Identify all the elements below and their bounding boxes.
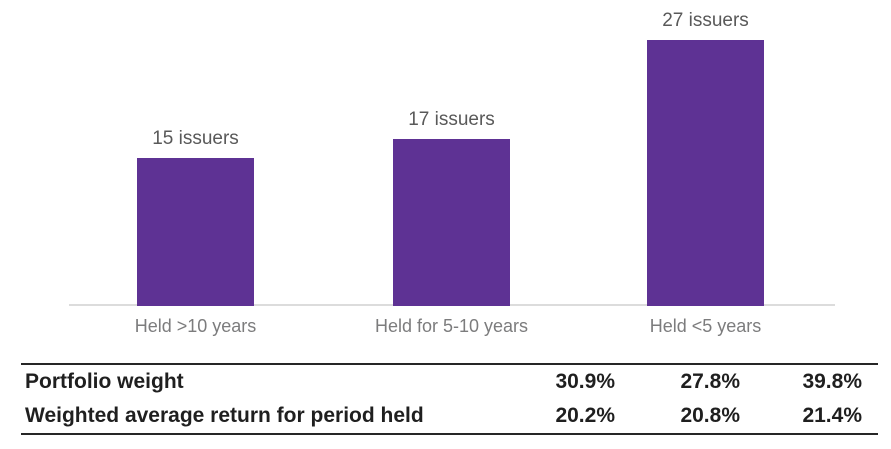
bar xyxy=(393,139,510,306)
row-value: 20.8% xyxy=(680,404,740,427)
row-value: 20.2% xyxy=(555,404,615,427)
summary-table: Portfolio weight 30.9% 27.8% 39.8% Weighted … xyxy=(21,363,878,435)
x-axis-label: Held <5 years xyxy=(649,316,762,336)
row-label: Portfolio weight xyxy=(25,370,184,393)
x-axis-label: Held for 5-10 years xyxy=(374,316,529,336)
bar-value-label: 27 issuers xyxy=(662,10,749,31)
table-row: Portfolio weight 30.9% 27.8% 39.8% xyxy=(21,365,878,399)
table-row: Weighted average return for period held 2… xyxy=(21,399,878,433)
x-axis-label: Held >10 years xyxy=(134,316,257,336)
row-value: 30.9% xyxy=(555,370,615,393)
bar xyxy=(137,158,254,306)
row-value: 21.4% xyxy=(802,404,862,427)
row-value: 39.8% xyxy=(802,370,862,393)
row-value: 27.8% xyxy=(680,370,740,393)
row-label: Weighted average return for period held xyxy=(25,404,424,427)
bar-value-label: 15 issuers xyxy=(152,128,239,149)
bar xyxy=(647,40,764,306)
bar-chart: 15 issuers Held >10 years 17 issuers Held f… xyxy=(69,10,835,336)
bar-value-label: 17 issuers xyxy=(408,109,495,130)
